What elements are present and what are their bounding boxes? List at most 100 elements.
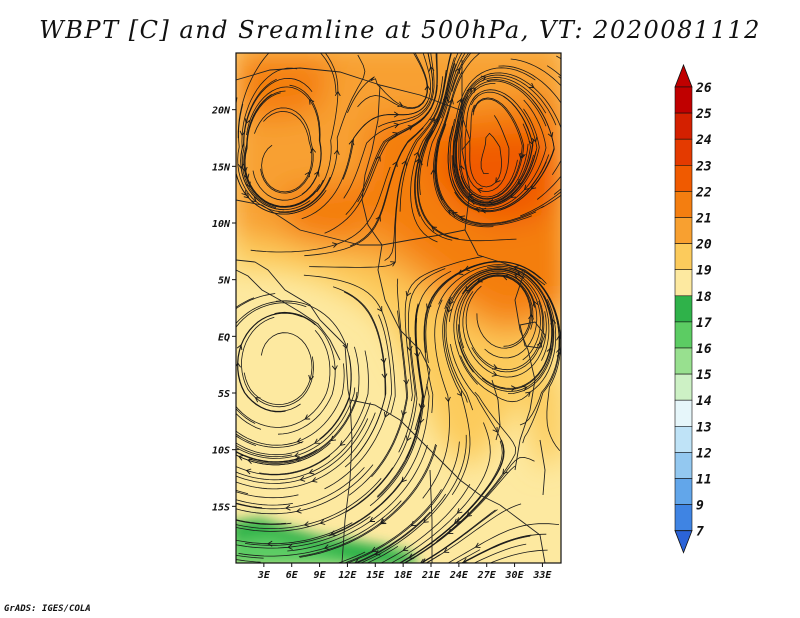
- streamline-arrow: [214, 481, 219, 486]
- border-line: [361, 84, 383, 246]
- streamline-arrow: [433, 117, 439, 124]
- streamline: [366, 545, 399, 563]
- streamline-arrow: [518, 153, 525, 159]
- streamline-arrow: [426, 303, 432, 310]
- lat-tick-label: 5S: [218, 389, 230, 400]
- lake-malawi: [539, 439, 546, 496]
- streamline-arrow: [383, 411, 390, 418]
- colorbar: 26 25 24 23 22 21 20 19 18 17 16 15 14 13 12 11 9 7: [674, 63, 712, 554]
- streamline-arrow: [592, 154, 597, 159]
- streamline-arrow: [199, 373, 204, 377]
- streamline-arrow: [502, 274, 509, 281]
- streamline-arrow: [454, 67, 461, 74]
- lat-tick-label: EQ: [218, 332, 230, 343]
- streamline-arrow: [371, 546, 377, 553]
- streamline: [236, 495, 237, 497]
- streamline-arrow: [400, 587, 405, 592]
- colorbar-swatch: [674, 478, 693, 505]
- colorbar-swatch: [674, 347, 693, 375]
- streamline: [236, 302, 307, 424]
- streamline-arrow: [245, 181, 251, 188]
- streamline-arrow: [415, 157, 421, 164]
- colorbar-swatch: [674, 269, 693, 297]
- streamline-arrow: [212, 425, 217, 430]
- streamline-arrow: [403, 379, 410, 385]
- streamline-arrow: [267, 540, 273, 547]
- streamline: [236, 293, 276, 437]
- streamline-arrow: [295, 507, 302, 514]
- streamline-arrow: [528, 139, 535, 146]
- colorbar-label: 12: [696, 446, 712, 461]
- streamline: [236, 489, 249, 495]
- streamline-arrow: [154, 531, 159, 536]
- streamline-arrow: [410, 520, 417, 527]
- streamline-arrow: [380, 357, 387, 364]
- streamline-arrow: [429, 117, 435, 123]
- streamline-arrow: [456, 508, 463, 514]
- colorbar-swatch: [674, 112, 693, 140]
- streamline: [473, 543, 527, 563]
- colorbar-label: 13: [696, 420, 712, 435]
- streamline-arrow: [464, 286, 471, 292]
- streamline-arrow: [276, 43, 281, 47]
- streamline-arrow: [311, 477, 318, 483]
- streamline-arrow: [565, 113, 569, 118]
- streamline-arrow: [424, 84, 431, 91]
- streamline: [236, 499, 293, 506]
- streamline-arrow: [456, 390, 462, 397]
- streamline-arrow: [369, 516, 375, 522]
- streamline: [556, 55, 561, 60]
- streamline-arrow: [446, 307, 453, 313]
- streamline-arrow: [222, 422, 227, 427]
- streamline-arrow: [304, 414, 311, 420]
- streamline: [498, 65, 561, 200]
- streamline-arrow: [374, 550, 381, 556]
- streamline-arrow: [600, 138, 605, 143]
- streamline: [236, 300, 293, 430]
- streamline-arrow: [206, 509, 211, 514]
- streamline-arrow: [511, 28, 515, 33]
- lon-tick-label: 18E: [394, 570, 413, 581]
- colorbar-swatch: [674, 295, 693, 323]
- streamline-arrow: [348, 139, 355, 146]
- colorbar-swatch: [674, 373, 693, 401]
- colorbar-swatch: [674, 191, 693, 218]
- streamline-arrow: [459, 215, 466, 221]
- streamline-arrow: [330, 435, 337, 442]
- streamline: [236, 491, 299, 499]
- streamline: [451, 53, 472, 92]
- streamline-arrow: [407, 125, 414, 131]
- streamline-arrow: [430, 169, 437, 175]
- streamline-arrow: [375, 215, 381, 222]
- streamline: [462, 535, 531, 563]
- streamline-arrow: [464, 265, 470, 272]
- streamline-arrow: [531, 136, 538, 143]
- longitude-axis: 3E 6E 9E 12E 15E 18E 21E 24E 27E 30E 33E: [257, 563, 552, 581]
- latitude-axis: 20N 15N 10N 5N EQ 5S 10S 15S: [211, 106, 236, 513]
- streamline-arrow: [525, 391, 531, 397]
- lon-tick-label: 3E: [257, 570, 271, 581]
- field-22c-west: [280, 180, 370, 240]
- streamline-arrow: [314, 170, 320, 177]
- streamline-arrow: [577, 109, 582, 114]
- colorbar-label: 25: [695, 107, 712, 122]
- colorbar-swatch: [674, 165, 693, 192]
- streamline: [236, 448, 318, 463]
- streamline-arrow: [237, 163, 244, 170]
- streamline-arrow: [536, 341, 543, 348]
- streamline-arrow: [406, 345, 413, 352]
- streamline-arrow: [381, 373, 388, 379]
- streamline-arrow: [208, 487, 213, 492]
- colorbar-bottom-arrow: [674, 530, 693, 554]
- colorbar-label: 20: [695, 238, 712, 253]
- streamline: [520, 75, 561, 217]
- streamline-arrow: [390, 261, 396, 267]
- colorbar-label: 26: [695, 81, 712, 96]
- streamline-arrow: [339, 440, 346, 446]
- colorbar-label: 15: [696, 368, 712, 383]
- streamline-arrow: [319, 519, 326, 525]
- streamline-arrow: [474, 542, 481, 549]
- streamline-arrow: [444, 574, 449, 579]
- streamline-arrow: [377, 306, 383, 312]
- lon-tick-label: 27E: [477, 570, 497, 581]
